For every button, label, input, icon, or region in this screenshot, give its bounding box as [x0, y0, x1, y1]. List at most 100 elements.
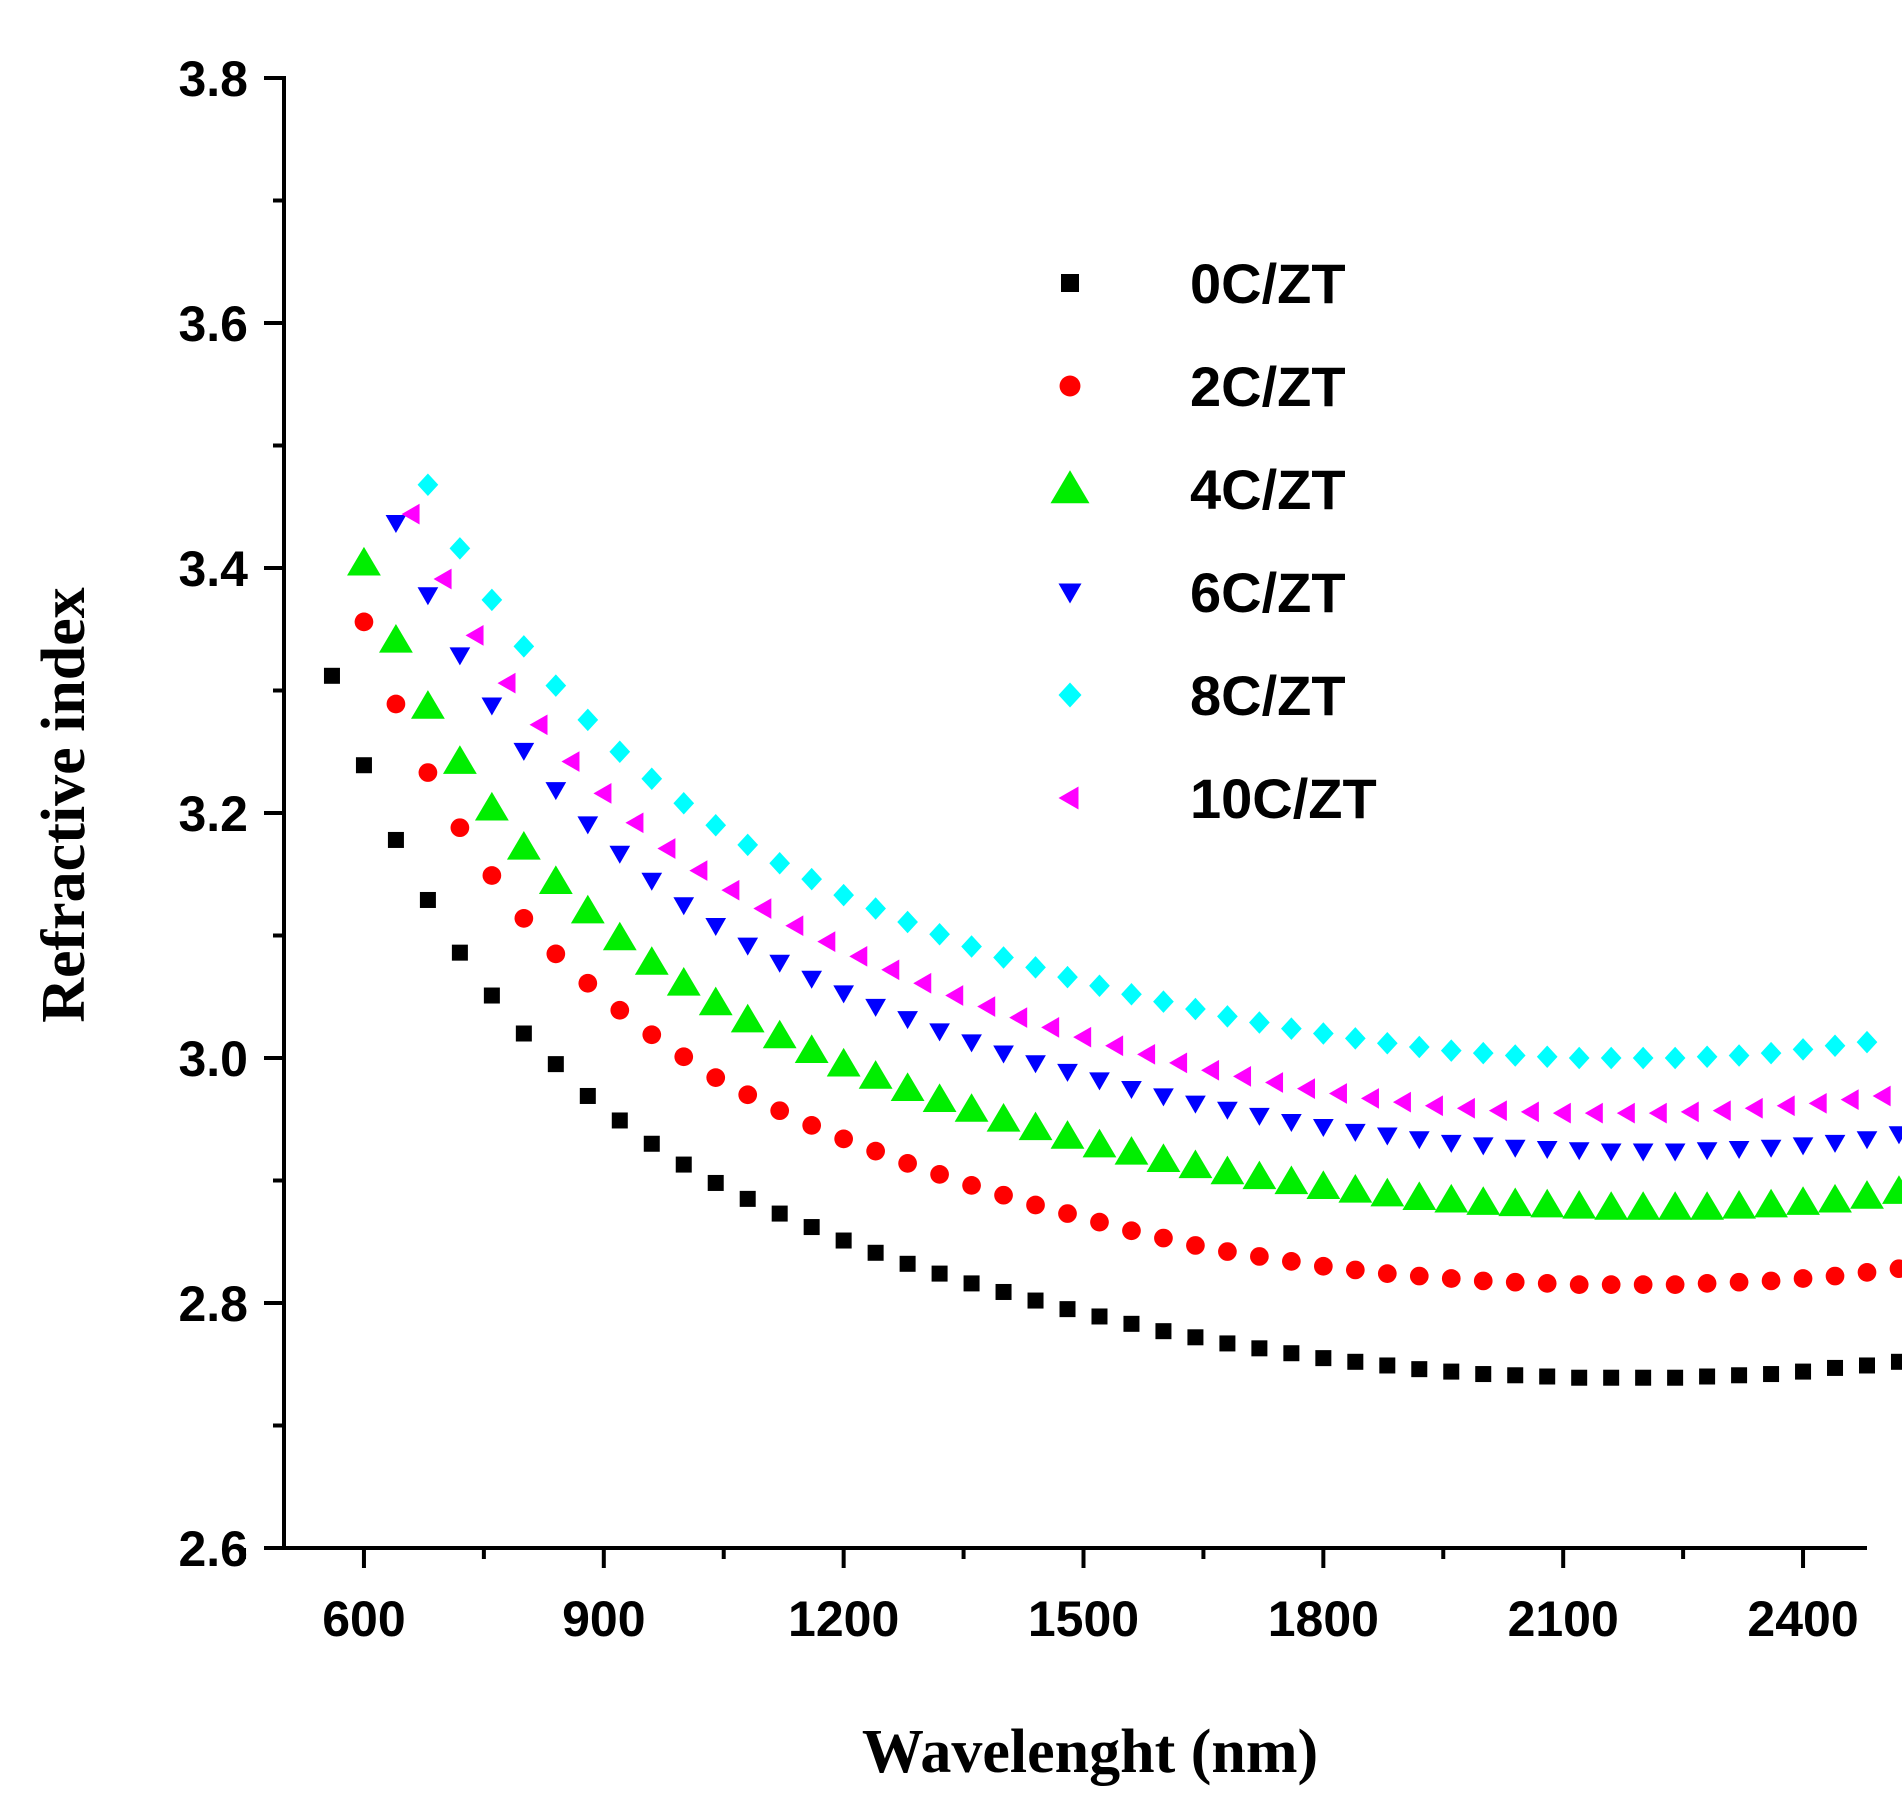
- data-point: [1297, 1078, 1316, 1099]
- data-point: [730, 1003, 765, 1033]
- data-point: [794, 1034, 829, 1063]
- data-point: [1680, 1101, 1699, 1123]
- data-point: [1443, 1363, 1460, 1380]
- data-point: [1434, 1183, 1469, 1213]
- data-point: [1249, 1107, 1270, 1126]
- legend: 0C/ZT 2C/ZT 4C/ZT 6C/ZT 8C/ZT 10C/ZT: [1050, 252, 1377, 830]
- x-axis-ticks: 600 900 1200 1500 1800 2100 2400: [242, 1548, 1859, 1647]
- data-point: [698, 986, 733, 1016]
- data-point: [1185, 997, 1206, 1021]
- data-point: [817, 931, 836, 952]
- data-point: [411, 690, 445, 719]
- data-point: [1475, 1366, 1492, 1383]
- data-point: [1178, 1149, 1213, 1179]
- data-point: [1571, 1369, 1588, 1386]
- data-point: [1728, 1141, 1750, 1159]
- data-point: [1505, 1272, 1525, 1292]
- legend-marker: [1059, 375, 1081, 397]
- data-point: [1536, 1141, 1558, 1159]
- legend-label: 8C/ZT: [1190, 664, 1346, 727]
- data-point: [1146, 1143, 1181, 1173]
- data-point: [1440, 1134, 1462, 1153]
- data-point: [1105, 1035, 1124, 1057]
- data-point: [1186, 1236, 1205, 1255]
- data-point: [602, 921, 637, 951]
- data-point: [930, 1165, 949, 1184]
- data-point: [961, 1034, 982, 1053]
- data-point: [545, 674, 567, 697]
- data-point: [1411, 1361, 1428, 1378]
- data-point: [497, 672, 516, 694]
- data-point: [1824, 1034, 1846, 1057]
- data-point: [625, 812, 644, 834]
- data-point: [474, 791, 509, 821]
- data-point: [1408, 1131, 1430, 1150]
- data-point: [802, 1116, 822, 1135]
- data-point: [977, 996, 996, 1017]
- data-point: [1313, 1256, 1333, 1276]
- data-point: [771, 1205, 788, 1222]
- data-point: [913, 972, 932, 994]
- data-point: [641, 872, 663, 891]
- data-point: [1041, 1017, 1060, 1038]
- data-point: [1328, 1083, 1347, 1104]
- data-point: [1315, 1350, 1332, 1367]
- data-point: [529, 714, 548, 736]
- data-point: [609, 845, 631, 864]
- data-point: [1568, 1046, 1590, 1070]
- data-point: [1882, 1175, 1902, 1204]
- data-point: [1153, 990, 1174, 1013]
- data-point: [945, 985, 964, 1006]
- data-point: [675, 1156, 692, 1173]
- data-point: [1377, 1264, 1397, 1283]
- data-point: [1603, 1369, 1620, 1386]
- x-tick-label: 1800: [1268, 1591, 1379, 1647]
- data-point: [1795, 1363, 1812, 1380]
- data-point: [890, 1072, 925, 1101]
- data-point: [1347, 1353, 1364, 1370]
- data-point: [897, 1011, 918, 1030]
- data-point: [1265, 1072, 1284, 1093]
- data-point: [1786, 1186, 1820, 1215]
- y-tick-label: 2.6: [178, 1521, 248, 1577]
- data-point: [1536, 1045, 1558, 1069]
- data-point: [995, 1283, 1012, 1300]
- data-point: [1530, 1188, 1565, 1218]
- data-point: [1539, 1368, 1556, 1385]
- data-point: [1600, 1046, 1622, 1070]
- x-tick-label: 1500: [1028, 1591, 1139, 1647]
- data-point: [513, 635, 535, 658]
- data-point: [579, 1087, 596, 1104]
- data-point: [1507, 1367, 1524, 1384]
- data-point: [1027, 1292, 1044, 1309]
- data-point: [1154, 1228, 1173, 1248]
- data-point: [1251, 1340, 1268, 1357]
- data-point: [929, 923, 950, 946]
- y-tick-label: 3.6: [178, 296, 248, 352]
- data-point: [1793, 1269, 1813, 1288]
- y-tick-label: 3.4: [178, 541, 248, 597]
- data-point: [1091, 1308, 1108, 1325]
- data-point: [1122, 1221, 1141, 1241]
- data-point: [1690, 1191, 1725, 1220]
- data-point: [769, 851, 791, 875]
- data-point: [1856, 1131, 1878, 1150]
- data-point: [739, 1190, 756, 1207]
- data-point: [826, 1047, 861, 1077]
- x-tick-label: 2100: [1508, 1591, 1619, 1647]
- data-point: [1185, 1095, 1206, 1114]
- data-point: [1616, 1102, 1635, 1124]
- data-point: [323, 667, 340, 684]
- data-point: [1169, 1052, 1188, 1074]
- data-point: [673, 897, 695, 916]
- data-point: [577, 708, 599, 732]
- data-point: [1025, 956, 1046, 979]
- data-point: [1250, 1247, 1269, 1266]
- data-point: [833, 883, 854, 907]
- legend-item: 0C/ZT: [1061, 252, 1346, 315]
- data-point: [1626, 1191, 1661, 1220]
- data-point: [515, 1025, 532, 1042]
- data-point: [1282, 1252, 1301, 1271]
- data-point: [1824, 1134, 1846, 1153]
- data-point: [801, 867, 823, 891]
